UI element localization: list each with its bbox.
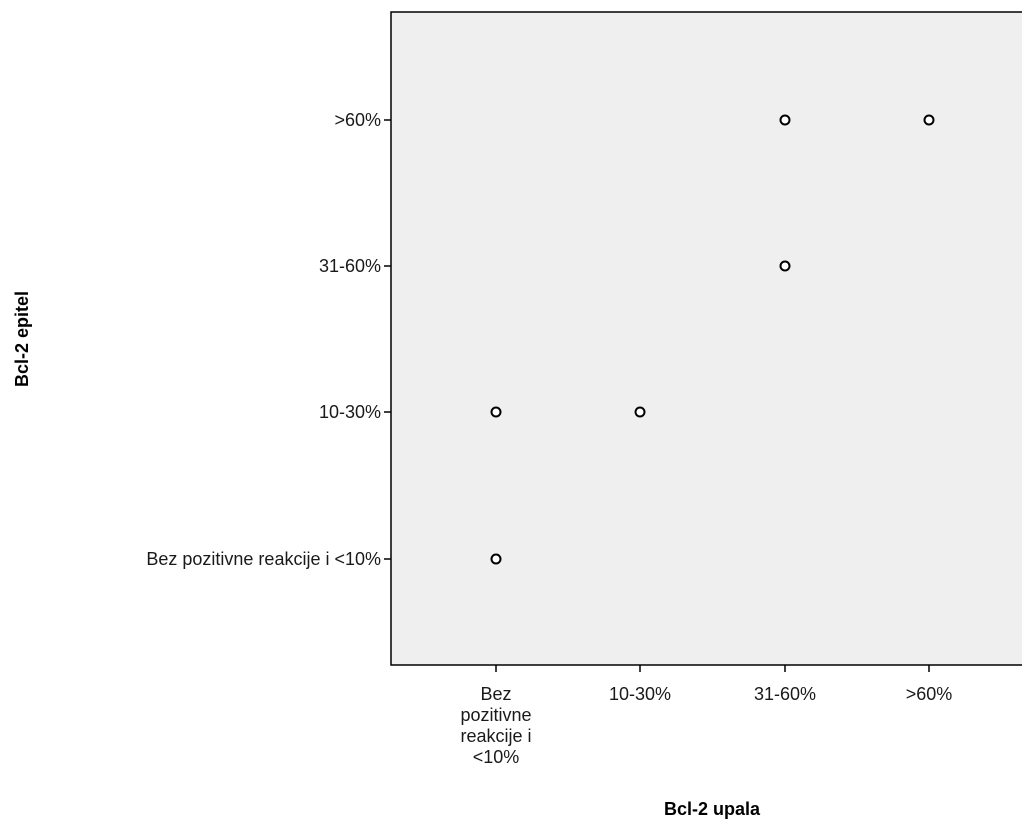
data-points: [490, 114, 935, 565]
y-axis: Bez pozitivne reakcije i <10% 10-30% 31-60…: [146, 110, 391, 569]
data-point: [923, 114, 935, 126]
y-axis-title: Bcl-2 epitel: [12, 291, 32, 387]
x-tick-label: Bez pozitivne reakcije i <10%: [460, 684, 531, 767]
data-point: [634, 406, 646, 418]
x-tick-label: 10-30%: [609, 684, 671, 704]
data-point: [490, 406, 502, 418]
y-tick-label: Bez pozitivne reakcije i <10%: [146, 549, 381, 569]
x-axis: Bez pozitivne reakcije i <10% 10-30% 31-60% >6…: [460, 665, 952, 767]
y-tick-label: 10-30%: [319, 402, 381, 422]
plot-area: [390, 11, 1022, 666]
y-tick-label: >60%: [334, 110, 381, 130]
data-point: [490, 553, 502, 565]
x-tick-label: >60%: [906, 684, 953, 704]
y-tick-label: 31-60%: [319, 256, 381, 276]
data-point: [779, 260, 791, 272]
x-tick-label: 31-60%: [754, 684, 816, 704]
x-axis-title: Bcl-2 upala: [664, 799, 761, 819]
data-point: [779, 114, 791, 126]
